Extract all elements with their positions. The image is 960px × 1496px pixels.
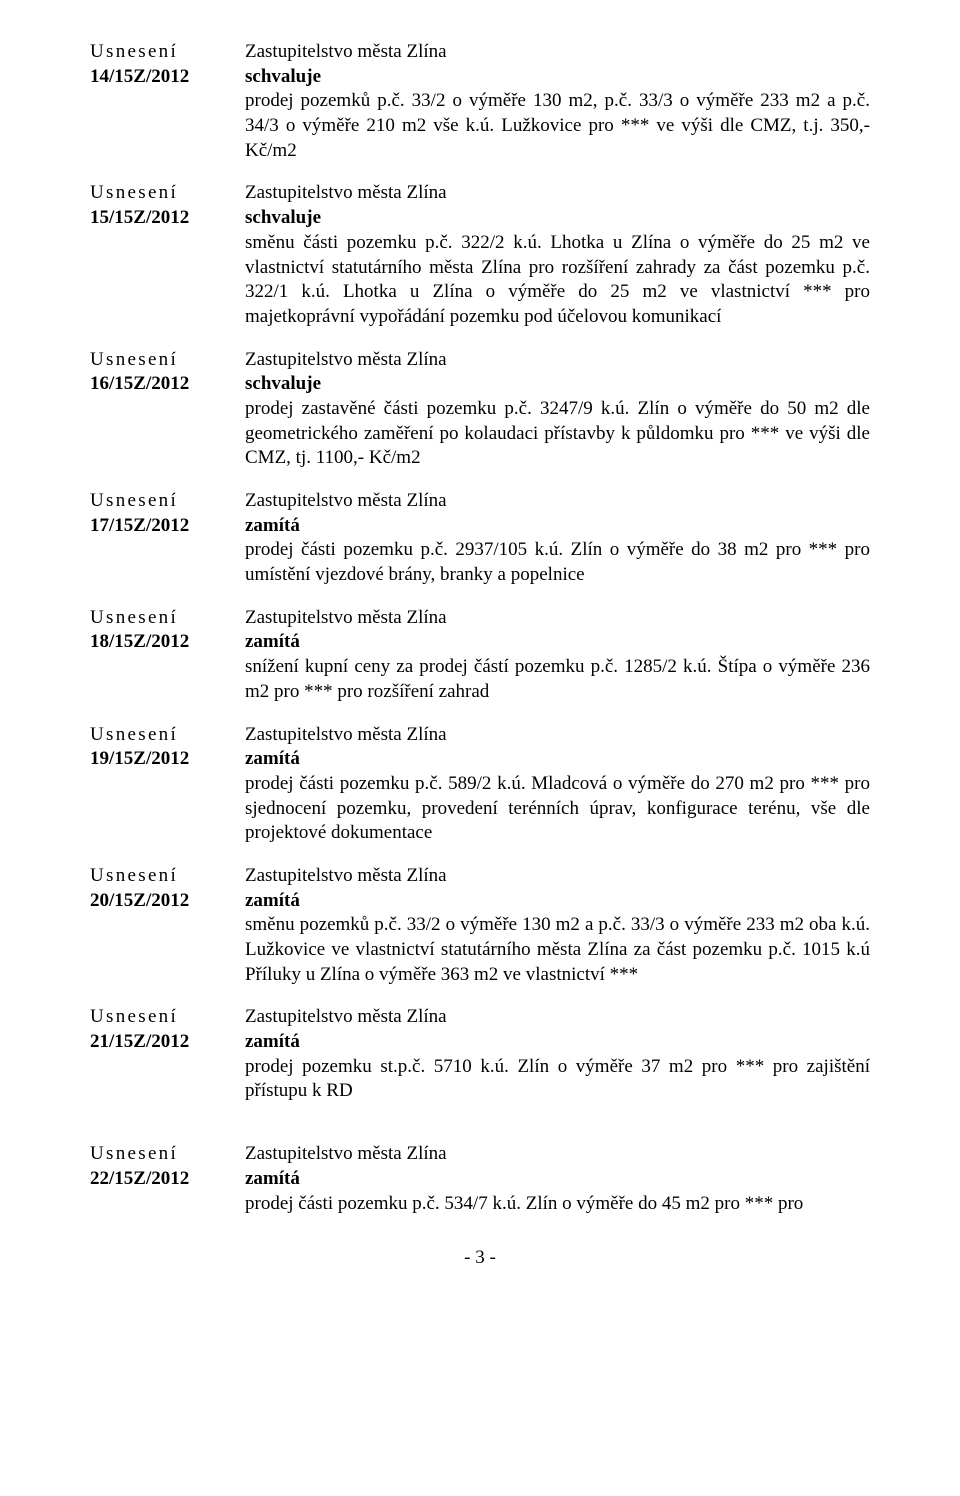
usneseni-label: Usnesení: [90, 489, 245, 514]
resolution-entry: UsneseníZastupitelstvo města Zlína16/15Z…: [90, 348, 870, 471]
resolution-action: schvaluje: [245, 372, 870, 397]
zastupitelstvo-label: Zastupitelstvo města Zlína: [245, 864, 870, 889]
resolution-ref: 15/15Z/2012: [90, 206, 245, 231]
resolution-entry: UsneseníZastupitelstvo města Zlína21/15Z…: [90, 1005, 870, 1104]
resolution-action: zamítá: [245, 514, 870, 539]
resolution-text: prodej části pozemku p.č. 534/7 k.ú. Zlí…: [245, 1192, 870, 1217]
usneseni-label: Usnesení: [90, 1142, 245, 1167]
zastupitelstvo-label: Zastupitelstvo města Zlína: [245, 723, 870, 748]
usneseni-label: Usnesení: [90, 864, 245, 889]
resolution-ref: 21/15Z/2012: [90, 1030, 245, 1055]
resolution-entry: UsneseníZastupitelstvo města Zlína18/15Z…: [90, 606, 870, 705]
resolution-entry: UsneseníZastupitelstvo města Zlína19/15Z…: [90, 723, 870, 846]
zastupitelstvo-label: Zastupitelstvo města Zlína: [245, 489, 870, 514]
resolution-text: prodej části pozemku p.č. 2937/105 k.ú. …: [245, 538, 870, 587]
resolution-action: schvaluje: [245, 206, 870, 231]
zastupitelstvo-label: Zastupitelstvo města Zlína: [245, 348, 870, 373]
resolution-text: prodej zastavěné části pozemku p.č. 3247…: [245, 397, 870, 471]
resolution-entry: UsneseníZastupitelstvo města Zlína20/15Z…: [90, 864, 870, 987]
zastupitelstvo-label: Zastupitelstvo města Zlína: [245, 606, 870, 631]
resolution-action: zamítá: [245, 889, 870, 914]
resolution-text: směnu části pozemku p.č. 322/2 k.ú. Lhot…: [245, 231, 870, 330]
resolution-text: prodej pozemku st.p.č. 5710 k.ú. Zlín o …: [245, 1055, 870, 1104]
resolution-action: zamítá: [245, 747, 870, 772]
usneseni-label: Usnesení: [90, 606, 245, 631]
resolution-text: prodej pozemků p.č. 33/2 o výměře 130 m2…: [245, 89, 870, 163]
resolution-action: zamítá: [245, 1167, 870, 1192]
resolution-ref: 22/15Z/2012: [90, 1167, 245, 1192]
resolution-entry: UsneseníZastupitelstvo města Zlína14/15Z…: [90, 40, 870, 163]
zastupitelstvo-label: Zastupitelstvo města Zlína: [245, 1005, 870, 1030]
usneseni-label: Usnesení: [90, 1005, 245, 1030]
resolution-text: směnu pozemků p.č. 33/2 o výměře 130 m2 …: [245, 913, 870, 987]
resolution-action: schvaluje: [245, 65, 870, 90]
resolution-ref: 18/15Z/2012: [90, 630, 245, 655]
usneseni-label: Usnesení: [90, 348, 245, 373]
resolution-ref: 17/15Z/2012: [90, 514, 245, 539]
resolution-text: snížení kupní ceny za prodej částí pozem…: [245, 655, 870, 704]
resolution-entry: UsneseníZastupitelstvo města Zlína15/15Z…: [90, 181, 870, 329]
resolution-entry: UsneseníZastupitelstvo města Zlína22/15Z…: [90, 1142, 870, 1216]
resolution-ref: 16/15Z/2012: [90, 372, 245, 397]
zastupitelstvo-label: Zastupitelstvo města Zlína: [245, 181, 870, 206]
resolution-action: zamítá: [245, 630, 870, 655]
page-number: - 3 -: [90, 1246, 870, 1271]
usneseni-label: Usnesení: [90, 40, 245, 65]
resolution-entry: UsneseníZastupitelstvo města Zlína17/15Z…: [90, 489, 870, 588]
document-body: UsneseníZastupitelstvo města Zlína14/15Z…: [90, 40, 870, 1216]
usneseni-label: Usnesení: [90, 181, 245, 206]
resolution-ref: 14/15Z/2012: [90, 65, 245, 90]
zastupitelstvo-label: Zastupitelstvo města Zlína: [245, 40, 870, 65]
resolution-text: prodej části pozemku p.č. 589/2 k.ú. Mla…: [245, 772, 870, 846]
resolution-action: zamítá: [245, 1030, 870, 1055]
resolution-ref: 19/15Z/2012: [90, 747, 245, 772]
resolution-ref: 20/15Z/2012: [90, 889, 245, 914]
zastupitelstvo-label: Zastupitelstvo města Zlína: [245, 1142, 870, 1167]
usneseni-label: Usnesení: [90, 723, 245, 748]
